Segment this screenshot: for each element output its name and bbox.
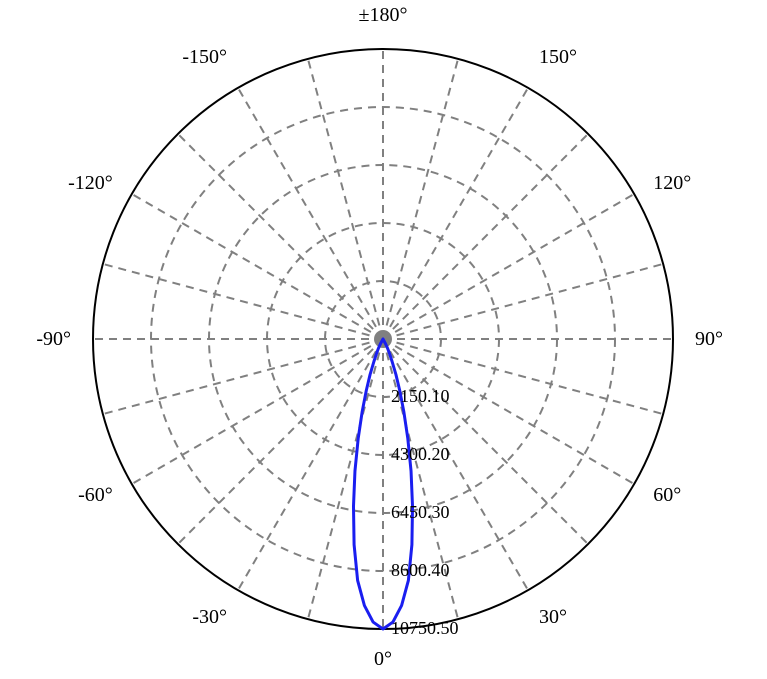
radial-tick-label: 10750.50	[391, 618, 459, 638]
angle-label: 0°	[374, 648, 392, 670]
radial-tick-label: 4300.20	[391, 444, 450, 464]
angle-label: -90°	[36, 328, 71, 350]
radial-tick-label: 6450.30	[391, 502, 450, 522]
polar-chart: 2150.10 4300.20 6450.30 8600.40 10750.50 0° 30…	[0, 0, 767, 679]
angle-label: -30°	[192, 606, 227, 628]
radial-tick-label: 8600.40	[391, 560, 450, 580]
angle-label: 150°	[539, 46, 577, 68]
angle-label: ±180°	[359, 4, 408, 26]
angle-label: -60°	[78, 484, 113, 506]
radial-tick-label: 2150.10	[391, 386, 450, 406]
angle-label: 90°	[695, 328, 723, 350]
angle-label: -150°	[182, 46, 227, 68]
angle-label: 30°	[539, 606, 567, 628]
angle-label: -120°	[68, 172, 113, 194]
angle-label: 60°	[653, 484, 681, 506]
angle-label: 120°	[653, 172, 691, 194]
